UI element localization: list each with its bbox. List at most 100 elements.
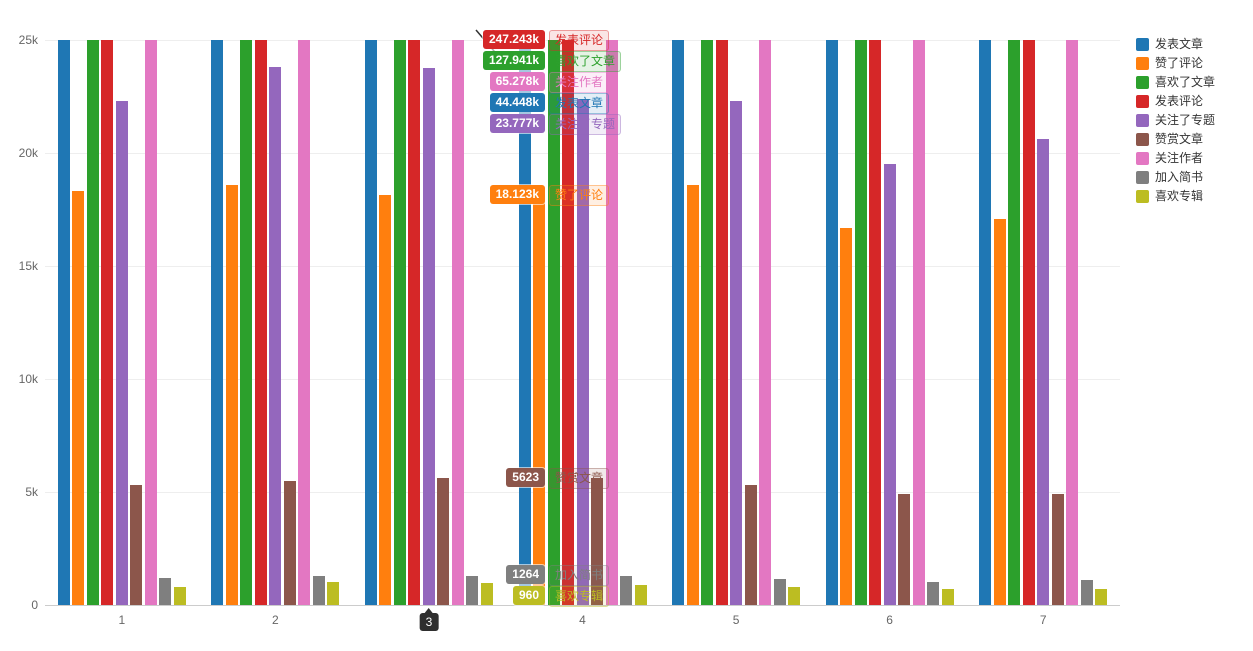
bar-加入简书-group-3[interactable] bbox=[466, 576, 479, 605]
x-tick-label: 6 bbox=[886, 613, 893, 627]
bar-发表评论-group-4[interactable] bbox=[562, 40, 574, 605]
bar-关注作者-group-4[interactable] bbox=[605, 40, 618, 605]
bar-加入简书-group-7[interactable] bbox=[1080, 580, 1093, 605]
bar-加入简书-group-2[interactable] bbox=[312, 575, 325, 605]
bar-加入简书-group-1[interactable] bbox=[159, 577, 172, 605]
bar-喜欢了文章-group-6[interactable] bbox=[854, 40, 867, 605]
bar-赞赏文章-group-3[interactable] bbox=[437, 477, 450, 605]
bar-喜欢了文章-group-4[interactable] bbox=[547, 40, 560, 605]
bar-发表评论-group-3[interactable] bbox=[408, 40, 421, 605]
legend-label: 喜欢专辑 bbox=[1155, 189, 1204, 203]
y-tick-label: 5k bbox=[25, 485, 38, 499]
x-tick-label: 7 bbox=[1039, 613, 1047, 627]
bar-赞了评论-group-3[interactable] bbox=[379, 195, 392, 605]
legend-item-喜欢了文章[interactable]: 喜欢了文章 bbox=[1136, 76, 1215, 89]
y-tick-label: 15k bbox=[18, 259, 38, 273]
axis-pointer-value-关注作者: 65.278k bbox=[489, 72, 545, 91]
bar-赞了评论-group-4[interactable] bbox=[533, 193, 545, 605]
bar-赞赏文章-group-2[interactable] bbox=[283, 480, 296, 605]
bar-关注作者-group-2[interactable] bbox=[298, 40, 311, 605]
axis-pointer-value-赞赏文章: 5623 bbox=[506, 467, 545, 487]
bar-赞赏文章-group-5[interactable] bbox=[744, 485, 757, 605]
gridline bbox=[45, 40, 1120, 41]
axis-pointer-value-加入简书: 1264 bbox=[506, 565, 545, 584]
bar-赞了评论-group-5[interactable] bbox=[686, 184, 699, 605]
legend-label: 喜欢了文章 bbox=[1155, 75, 1216, 89]
axis-pointer-value-喜欢专辑: 960 bbox=[512, 586, 545, 605]
bar-喜欢了文章-group-7[interactable] bbox=[1008, 40, 1021, 605]
bar-发表评论-group-7[interactable] bbox=[1022, 40, 1035, 605]
legend-item-加入简书[interactable]: 加入简书 bbox=[1136, 171, 1215, 184]
bar-喜欢专辑-group-5[interactable] bbox=[788, 586, 801, 605]
bar-赞了评论-group-1[interactable] bbox=[72, 191, 85, 605]
axis-pointer-series-label-赞赏文章: 赞赏文章 bbox=[549, 467, 610, 489]
x-tick-label: 1 bbox=[118, 613, 126, 627]
bar-喜欢专辑-group-6[interactable] bbox=[941, 589, 954, 605]
bar-关注了专题-group-6[interactable] bbox=[883, 164, 896, 605]
axis-pointer-value-发表评论: 247.243k bbox=[482, 30, 545, 49]
bar-赞赏文章-group-1[interactable] bbox=[130, 485, 143, 605]
bar-发表评论-group-1[interactable] bbox=[101, 40, 114, 605]
bar-发表评论-group-2[interactable] bbox=[254, 40, 267, 605]
bar-赞了评论-group-6[interactable] bbox=[840, 227, 853, 605]
bar-加入简书-group-6[interactable] bbox=[927, 582, 940, 605]
bar-加入简书-group-4[interactable] bbox=[620, 575, 632, 605]
bar-加入简书-group-5[interactable] bbox=[773, 579, 786, 605]
legend-label: 关注了专题 bbox=[1155, 113, 1216, 127]
bar-喜欢专辑-group-7[interactable] bbox=[1095, 589, 1108, 605]
bar-关注了专题-group-1[interactable] bbox=[115, 101, 128, 605]
bar-关注作者-group-1[interactable] bbox=[144, 40, 157, 605]
bar-关注了专题-group-2[interactable] bbox=[269, 67, 282, 605]
legend-label: 关注作者 bbox=[1155, 151, 1204, 165]
bar-关注了专题-group-4[interactable] bbox=[576, 98, 589, 605]
axis-pointer-handle[interactable]: 3 bbox=[419, 608, 439, 631]
bar-喜欢专辑-group-4[interactable] bbox=[634, 584, 647, 605]
bar-喜欢了文章-group-3[interactable] bbox=[393, 40, 406, 605]
bar-发表文章-group-1[interactable] bbox=[57, 40, 70, 605]
bar-赞赏文章-group-4[interactable] bbox=[591, 478, 603, 605]
bar-喜欢专辑-group-3[interactable] bbox=[480, 583, 493, 605]
bar-关注作者-group-5[interactable] bbox=[759, 40, 772, 605]
bar-关注了专题-group-5[interactable] bbox=[730, 101, 743, 605]
legend-item-发表文章[interactable]: 发表文章 bbox=[1136, 38, 1215, 51]
legend-item-关注作者[interactable]: 关注作者 bbox=[1136, 152, 1215, 165]
bar-发表文章-group-6[interactable] bbox=[825, 40, 838, 605]
bar-关注了专题-group-3[interactable] bbox=[422, 67, 435, 605]
bar-发表评论-group-6[interactable] bbox=[869, 40, 882, 605]
bar-关注作者-group-6[interactable] bbox=[912, 40, 925, 605]
axis-pointer-series-label-发表评论: 发表评论 bbox=[549, 30, 610, 51]
bar-发表文章-group-4[interactable] bbox=[518, 40, 531, 605]
legend-item-赞赏文章[interactable]: 赞赏文章 bbox=[1136, 133, 1215, 146]
legend-item-赞了评论[interactable]: 赞了评论 bbox=[1136, 57, 1215, 70]
legend-item-发表评论[interactable]: 发表评论 bbox=[1136, 95, 1215, 108]
bar-发表评论-group-5[interactable] bbox=[715, 40, 728, 605]
legend-label: 赞赏文章 bbox=[1155, 132, 1204, 146]
bar-发表文章-group-3[interactable] bbox=[364, 40, 377, 605]
bar-赞了评论-group-2[interactable] bbox=[225, 184, 238, 605]
legend-swatch-icon bbox=[1136, 38, 1149, 51]
legend-swatch-icon bbox=[1136, 57, 1149, 70]
bar-喜欢了文章-group-2[interactable] bbox=[240, 40, 253, 605]
bar-赞赏文章-group-6[interactable] bbox=[898, 494, 911, 605]
bar-喜欢了文章-group-1[interactable] bbox=[86, 40, 99, 605]
bar-关注了专题-group-7[interactable] bbox=[1037, 139, 1050, 605]
axis-pointer-series-label-喜欢了文章: 喜欢了文章 bbox=[549, 51, 622, 72]
bar-赞了评论-group-7[interactable] bbox=[993, 218, 1006, 605]
bar-喜欢了文章-group-5[interactable] bbox=[701, 40, 714, 605]
x-tick-label: 5 bbox=[732, 613, 740, 627]
bar-关注作者-group-3[interactable] bbox=[451, 40, 464, 605]
axis-pointer-value-关注了专题: 23.777k bbox=[489, 114, 545, 133]
bar-喜欢专辑-group-2[interactable] bbox=[327, 582, 340, 605]
legend-swatch-icon bbox=[1136, 190, 1149, 203]
bar-喜欢专辑-group-1[interactable] bbox=[173, 586, 186, 605]
legend: 发表文章赞了评论喜欢了文章发表评论关注了专题赞赏文章关注作者加入简书喜欢专辑 bbox=[1136, 38, 1215, 209]
bar-发表文章-group-5[interactable] bbox=[672, 40, 685, 605]
bar-发表文章-group-7[interactable] bbox=[979, 40, 992, 605]
legend-swatch-icon bbox=[1136, 171, 1149, 184]
legend-item-喜欢专辑[interactable]: 喜欢专辑 bbox=[1136, 190, 1215, 203]
bar-发表文章-group-2[interactable] bbox=[211, 40, 224, 605]
legend-swatch-icon bbox=[1136, 76, 1149, 89]
bar-关注作者-group-7[interactable] bbox=[1066, 40, 1079, 605]
legend-item-关注了专题[interactable]: 关注了专题 bbox=[1136, 114, 1215, 127]
bar-赞赏文章-group-7[interactable] bbox=[1051, 494, 1064, 605]
